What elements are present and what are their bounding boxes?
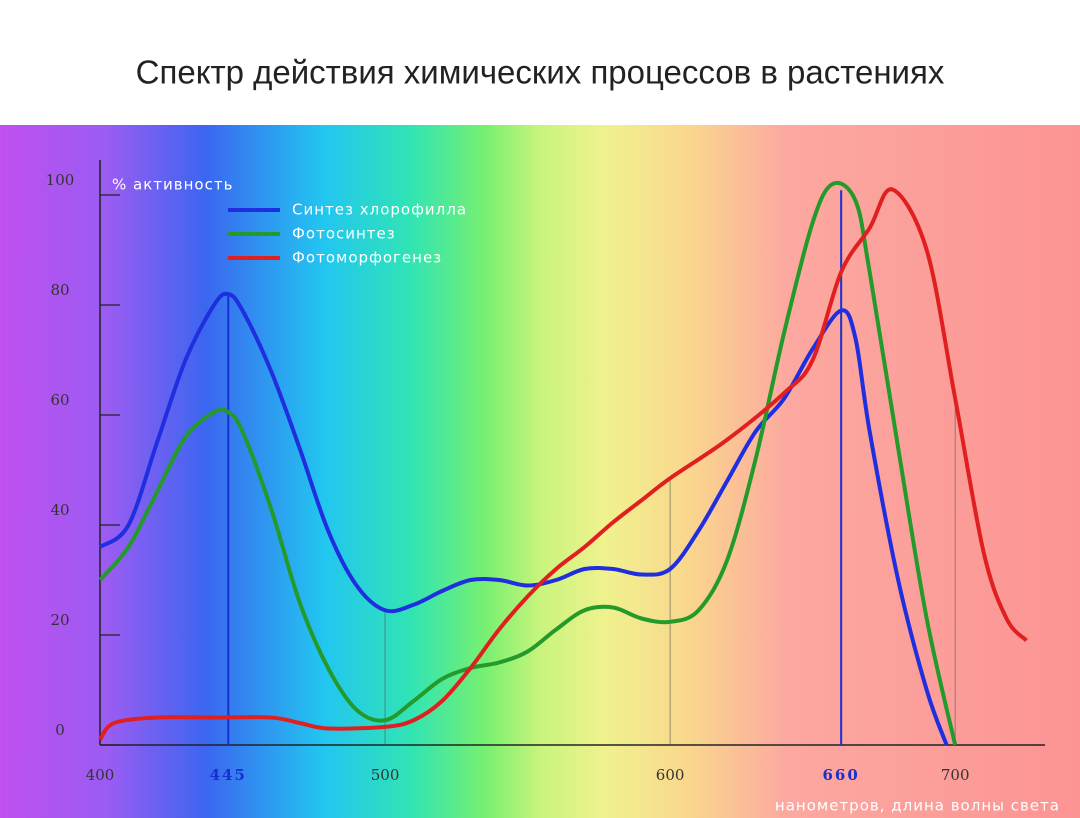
series-line <box>98 291 949 746</box>
x-tick-label: 500 <box>371 766 400 784</box>
series-line <box>98 180 958 746</box>
series-line <box>98 187 1028 741</box>
y-axis-label: % активность <box>112 176 233 194</box>
legend-label: Фотосинтез <box>292 225 396 243</box>
x-axis-label: нанометров, длина волны света <box>775 797 1060 815</box>
x-tick-label: 660 <box>823 766 860 784</box>
y-tick-label: 80 <box>50 281 69 299</box>
y-tick-label: 40 <box>50 501 69 519</box>
y-tick-label: 0 <box>55 721 65 739</box>
x-tick-label: 600 <box>656 766 685 784</box>
x-tick-label: 400 <box>86 766 115 784</box>
legend-label: Синтез хлорофилла <box>292 201 467 219</box>
y-tick-label: 100 <box>46 171 75 189</box>
x-tick-label: 700 <box>941 766 970 784</box>
y-tick-label: 20 <box>50 611 69 629</box>
y-tick-label: 60 <box>50 391 69 409</box>
chart-title: Спектр действия химических процессов в р… <box>136 54 945 91</box>
legend-label: Фотоморфогенез <box>292 249 442 267</box>
x-tick-label: 445 <box>210 766 247 784</box>
